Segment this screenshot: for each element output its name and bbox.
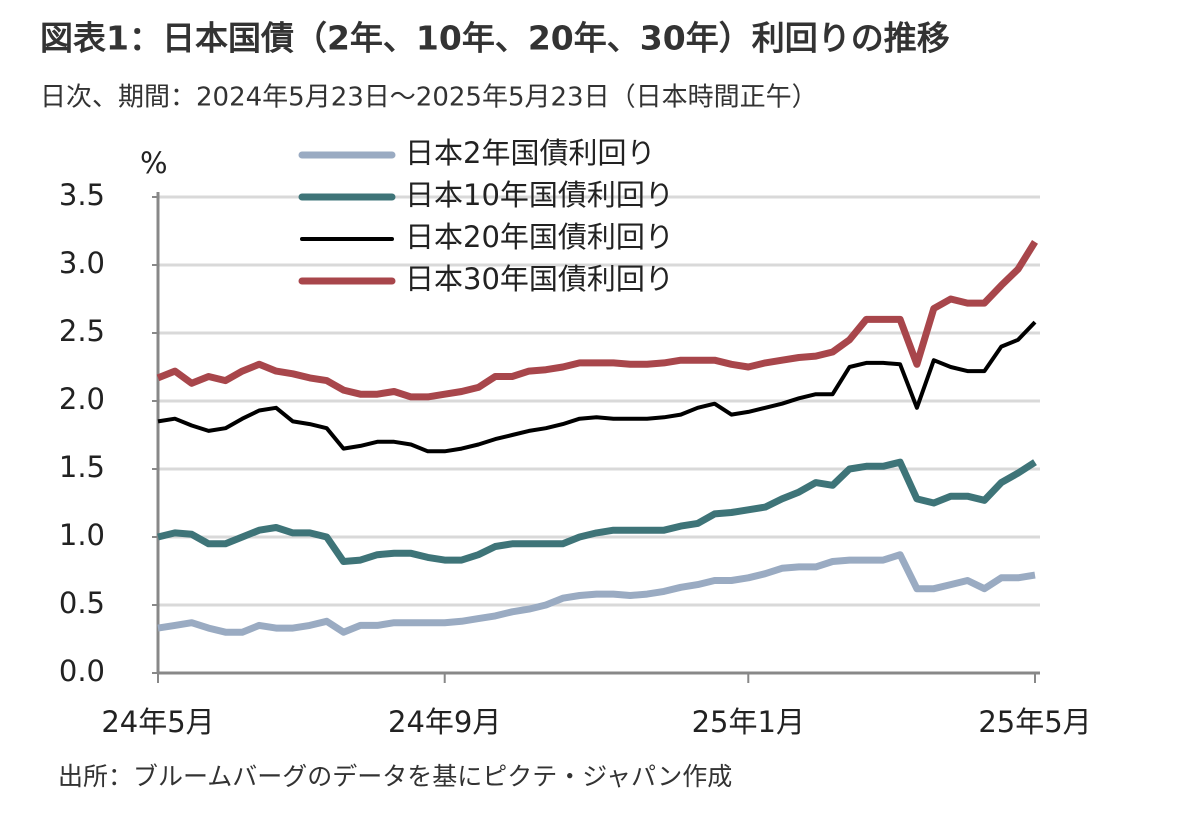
x-tick-label: 25年1月 (692, 705, 805, 739)
y-tick-label: 1.0 (59, 518, 105, 552)
chart-subtitle: 日次、期間：2024年5月23日～2025年5月23日（日本時間正午） (40, 83, 818, 113)
chart-title: 図表1：日本国債（2年、10年、20年、30年）利回りの推移 (40, 19, 950, 58)
series-line (156, 240, 1038, 401)
legend-label: 日本20年国債利回り (405, 220, 674, 254)
x-tick-label: 24年9月 (388, 705, 501, 739)
y-tick-label: 1.5 (59, 450, 105, 484)
x-tick-label: 24年5月 (101, 705, 214, 739)
legend-label: 日本30年国債利回り (405, 262, 674, 296)
legend-label: 日本2年国債利回り (405, 136, 655, 170)
legend-label: 日本10年国債利回り (405, 178, 674, 212)
series-line (157, 320, 1037, 454)
series-line (157, 458, 1037, 565)
source-note: 出所：ブルームバーグのデータを基にピクテ・ジャパン作成 (58, 762, 732, 791)
series-line (157, 551, 1036, 636)
y-tick-label: 0.0 (59, 654, 105, 688)
y-axis-unit: % (140, 146, 168, 180)
x-tick-label: 25年5月 (978, 705, 1091, 739)
y-tick-label: 3.0 (59, 246, 105, 280)
y-tick-label: 3.5 (59, 178, 105, 212)
y-tick-label: 2.0 (59, 382, 105, 416)
y-tick-label: 2.5 (59, 314, 105, 348)
y-tick-label: 0.5 (59, 586, 105, 620)
